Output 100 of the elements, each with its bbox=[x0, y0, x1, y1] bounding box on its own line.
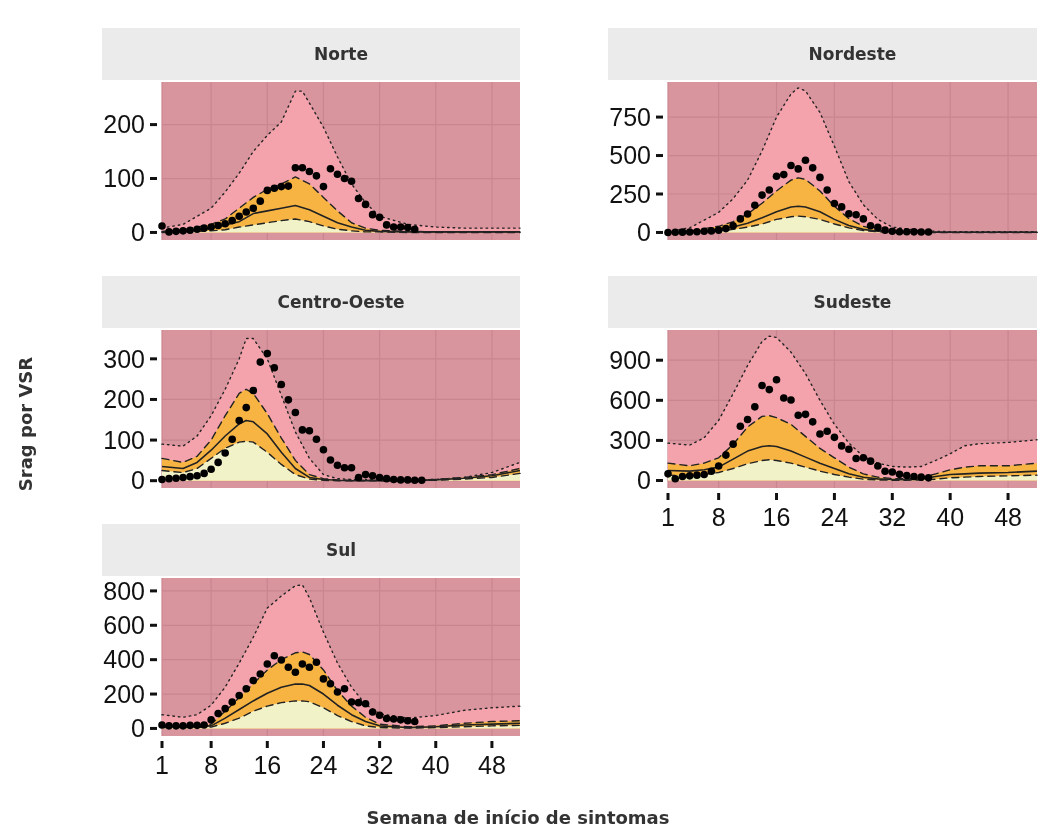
point bbox=[403, 223, 412, 232]
chart-title: Sul bbox=[325, 540, 357, 560]
x-tick-label: 24 bbox=[820, 503, 849, 531]
point bbox=[340, 463, 349, 472]
y-tick-label: 600 bbox=[609, 386, 651, 415]
point bbox=[193, 225, 201, 234]
point bbox=[743, 415, 752, 424]
point bbox=[751, 201, 759, 210]
point bbox=[707, 227, 716, 235]
y-tick-label: 800 bbox=[103, 576, 145, 605]
point bbox=[751, 403, 759, 411]
point bbox=[263, 349, 272, 358]
point bbox=[270, 184, 279, 193]
x-tick-label: 16 bbox=[762, 503, 791, 531]
y-tick-label: 100 bbox=[103, 164, 145, 193]
y-tick-label: 0 bbox=[131, 218, 145, 247]
point bbox=[758, 191, 766, 199]
x-tick-label: 8 bbox=[204, 751, 219, 779]
point bbox=[179, 227, 187, 235]
point bbox=[917, 228, 926, 236]
y-tick-label: 0 bbox=[131, 714, 145, 743]
point bbox=[830, 199, 839, 208]
point bbox=[845, 209, 853, 218]
point bbox=[375, 213, 384, 222]
point bbox=[808, 418, 817, 426]
point bbox=[396, 476, 405, 484]
point bbox=[242, 684, 251, 693]
point bbox=[382, 221, 391, 229]
point bbox=[347, 177, 356, 186]
point bbox=[221, 220, 229, 228]
point bbox=[368, 472, 377, 480]
point bbox=[382, 474, 391, 483]
point bbox=[263, 660, 272, 668]
x-tick-label: 32 bbox=[365, 751, 394, 779]
point bbox=[235, 416, 244, 425]
chart-title: Norte bbox=[314, 44, 368, 64]
point bbox=[291, 408, 300, 417]
point bbox=[389, 223, 398, 231]
point bbox=[729, 440, 737, 448]
point bbox=[693, 227, 701, 236]
point bbox=[305, 663, 314, 672]
point bbox=[700, 227, 708, 236]
point bbox=[354, 473, 363, 482]
point bbox=[707, 467, 716, 476]
y-tick-label: 750 bbox=[609, 102, 651, 131]
point bbox=[312, 172, 321, 180]
y-tick-label: 400 bbox=[103, 645, 145, 674]
point bbox=[837, 442, 846, 450]
point bbox=[193, 472, 201, 480]
point bbox=[235, 212, 244, 221]
y-tick-label: 300 bbox=[103, 344, 145, 373]
point bbox=[736, 422, 745, 431]
point bbox=[298, 660, 307, 668]
point bbox=[186, 226, 194, 235]
point bbox=[888, 227, 897, 236]
point bbox=[298, 426, 307, 434]
point bbox=[291, 163, 300, 172]
point bbox=[256, 197, 265, 205]
point bbox=[326, 679, 335, 688]
x-tick-label: 48 bbox=[994, 503, 1022, 531]
point bbox=[347, 463, 356, 472]
point bbox=[772, 375, 781, 384]
point bbox=[671, 474, 680, 483]
point bbox=[671, 228, 680, 237]
point bbox=[193, 721, 201, 730]
point bbox=[319, 675, 328, 683]
point bbox=[361, 470, 370, 479]
point bbox=[165, 474, 173, 483]
point bbox=[830, 433, 839, 442]
point bbox=[172, 474, 180, 483]
point bbox=[859, 453, 868, 462]
point bbox=[319, 182, 328, 191]
point bbox=[787, 396, 795, 404]
point bbox=[845, 445, 853, 454]
point bbox=[305, 167, 314, 176]
point bbox=[410, 717, 419, 726]
point bbox=[228, 698, 236, 706]
point bbox=[722, 451, 730, 459]
point bbox=[228, 216, 236, 225]
point bbox=[284, 182, 293, 190]
point bbox=[242, 208, 251, 216]
point bbox=[214, 709, 222, 718]
point bbox=[924, 228, 933, 236]
x-tick-label: 16 bbox=[253, 751, 282, 779]
point bbox=[277, 182, 286, 191]
point bbox=[866, 457, 875, 465]
point bbox=[249, 204, 258, 212]
point bbox=[200, 224, 208, 232]
point bbox=[207, 465, 215, 474]
point bbox=[396, 223, 405, 231]
point bbox=[186, 472, 194, 481]
point bbox=[340, 684, 349, 693]
point bbox=[396, 716, 405, 724]
point bbox=[305, 426, 314, 435]
x-tick-label: 1 bbox=[661, 503, 675, 531]
point bbox=[277, 656, 286, 664]
chart-title: Nordeste bbox=[808, 44, 897, 64]
point bbox=[859, 215, 868, 223]
point bbox=[678, 228, 687, 236]
point bbox=[256, 670, 265, 678]
